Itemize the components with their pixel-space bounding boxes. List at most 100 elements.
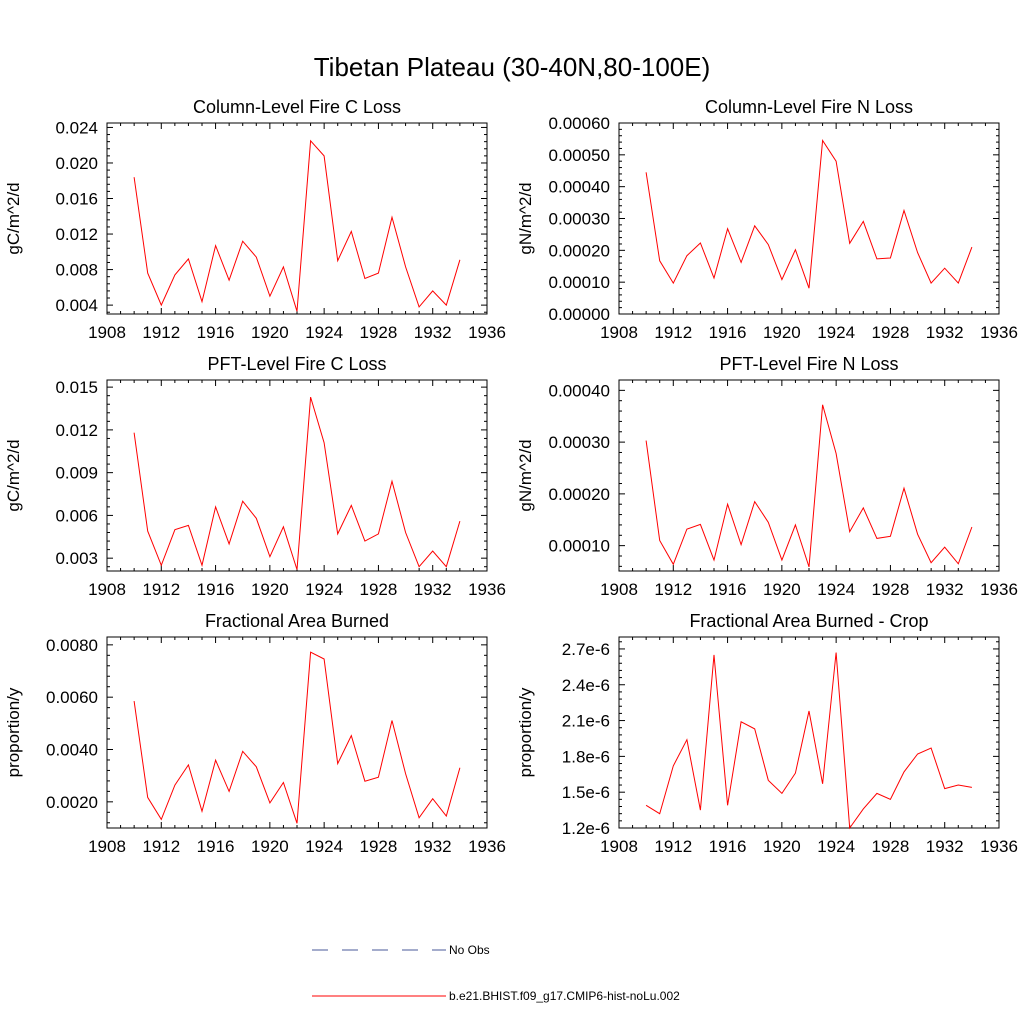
series-line-1 <box>133 139 461 312</box>
y-tick-label: 0.024 <box>55 118 98 137</box>
x-tick-label: 1932 <box>926 837 964 856</box>
x-tick-label: 1936 <box>980 837 1018 856</box>
x-tick-label: 1928 <box>872 323 910 342</box>
y-tick-label: 0.015 <box>55 378 98 397</box>
x-tick-label: 1932 <box>926 580 964 599</box>
x-tick-label: 1936 <box>468 323 506 342</box>
panel-title: Column-Level Fire C Loss <box>193 97 401 117</box>
chart-panel-5: Fractional Area Burned proportion/y 1908 19… <box>4 611 506 856</box>
x-tick-label: 1912 <box>654 580 692 599</box>
y-tick-label: 0.00040 <box>549 178 610 197</box>
y-tick-label: 0.0060 <box>46 688 98 707</box>
x-tick-label: 1936 <box>468 837 506 856</box>
y-tick-label: 0.0040 <box>46 741 98 760</box>
x-tick-label: 1912 <box>654 323 692 342</box>
panel-title: Fractional Area Burned - Crop <box>689 611 928 631</box>
x-tick-label: 1908 <box>600 837 638 856</box>
x-tick-label: 1916 <box>709 323 747 342</box>
y-tick-label: 2.4e-6 <box>562 676 610 695</box>
y-tick-label: 0.00020 <box>549 241 610 260</box>
y-tick-label: 0.008 <box>55 261 98 280</box>
x-tick-label: 1920 <box>251 323 289 342</box>
x-tick-label: 1924 <box>817 580 855 599</box>
y-tick-label: 0.012 <box>55 421 98 440</box>
x-tick-label: 1916 <box>709 837 747 856</box>
y-axis-label: gC/m^2/d <box>4 182 23 254</box>
x-tick-label: 1912 <box>142 323 180 342</box>
panel-title: PFT-Level Fire N Loss <box>719 354 898 374</box>
y-tick-label: 0.003 <box>55 549 98 568</box>
panel-title: Column-Level Fire N Loss <box>705 97 913 117</box>
y-tick-label: 0.00030 <box>549 210 610 229</box>
y-tick-label: 0.020 <box>55 154 98 173</box>
y-tick-label: 0.00010 <box>549 537 610 556</box>
chart-panel-1: Column-Level Fire C Loss gC/m^2/d 1908 1912… <box>4 97 506 342</box>
legend-label-2: b.e21.BHIST.f09_g17.CMIP6-hist-noLu.002 <box>449 989 680 1003</box>
series-line-1 <box>645 652 972 830</box>
series-line-1 <box>133 396 461 570</box>
chart-panel-4: PFT-Level Fire N Loss gN/m^2/d 1908 1912 191… <box>516 354 1018 599</box>
x-tick-label: 1924 <box>305 580 343 599</box>
x-tick-label: 1920 <box>251 580 289 599</box>
plot-frame <box>106 636 488 829</box>
x-tick-label: 1916 <box>197 580 235 599</box>
x-tick-label: 1932 <box>414 837 452 856</box>
y-tick-label: 0.00020 <box>549 485 610 504</box>
y-tick-label: 1.2e-6 <box>562 819 610 838</box>
panel-title: Fractional Area Burned <box>205 611 389 631</box>
y-tick-label: 0.00000 <box>549 305 610 324</box>
x-tick-label: 1928 <box>360 323 398 342</box>
x-tick-label: 1912 <box>654 837 692 856</box>
y-tick-label: 0.00040 <box>549 381 610 400</box>
y-axis-label: proportion/y <box>4 687 23 777</box>
series-line-1 <box>133 651 461 824</box>
y-tick-label: 0.009 <box>55 464 98 483</box>
x-tick-label: 1924 <box>305 323 343 342</box>
x-tick-label: 1920 <box>763 323 801 342</box>
x-tick-label: 1920 <box>763 837 801 856</box>
plot-frame <box>106 379 488 572</box>
x-tick-label: 1908 <box>88 323 126 342</box>
y-tick-label: 0.0080 <box>46 636 98 655</box>
x-tick-label: 1928 <box>360 580 398 599</box>
x-tick-label: 1932 <box>414 580 452 599</box>
chart-panel-2: Column-Level Fire N Loss gN/m^2/d 1908 1912… <box>516 97 1018 342</box>
y-axis-label: gN/m^2/d <box>516 439 535 511</box>
x-tick-label: 1924 <box>305 837 343 856</box>
x-tick-label: 1924 <box>817 323 855 342</box>
y-tick-label: 0.006 <box>55 506 98 525</box>
x-tick-label: 1908 <box>88 580 126 599</box>
plot-frame <box>618 379 1000 572</box>
y-tick-label: 0.0020 <box>46 793 98 812</box>
y-axis-label: proportion/y <box>516 687 535 777</box>
x-tick-label: 1916 <box>709 580 747 599</box>
plot-frame <box>618 636 1000 829</box>
x-tick-label: 1908 <box>88 837 126 856</box>
plot-frame <box>106 122 488 315</box>
y-tick-label: 0.00010 <box>549 273 610 292</box>
chart-panel-6: Fractional Area Burned - Crop proportion/… <box>516 611 1018 856</box>
y-tick-label: 0.012 <box>55 225 98 244</box>
panel-title: PFT-Level Fire C Loss <box>207 354 386 374</box>
x-tick-label: 1928 <box>360 837 398 856</box>
y-tick-label: 1.5e-6 <box>562 783 610 802</box>
y-axis-label: gN/m^2/d <box>516 182 535 254</box>
x-tick-label: 1932 <box>926 323 964 342</box>
x-tick-label: 1932 <box>414 323 452 342</box>
x-tick-label: 1916 <box>197 837 235 856</box>
y-tick-label: 0.00030 <box>549 433 610 452</box>
y-tick-label: 2.7e-6 <box>562 640 610 659</box>
y-tick-label: 0.00050 <box>549 146 610 165</box>
x-tick-label: 1920 <box>763 580 801 599</box>
x-tick-label: 1936 <box>980 580 1018 599</box>
y-tick-label: 0.00060 <box>549 114 610 133</box>
x-tick-label: 1908 <box>600 580 638 599</box>
y-tick-label: 1.8e-6 <box>562 747 610 766</box>
chart-panel-3: PFT-Level Fire C Loss gC/m^2/d 1908 1912 191… <box>4 354 506 599</box>
x-tick-label: 1936 <box>980 323 1018 342</box>
x-tick-label: 1908 <box>600 323 638 342</box>
series-line-1 <box>645 139 973 289</box>
y-tick-label: 2.1e-6 <box>562 712 610 731</box>
y-axis-label: gC/m^2/d <box>4 439 23 511</box>
